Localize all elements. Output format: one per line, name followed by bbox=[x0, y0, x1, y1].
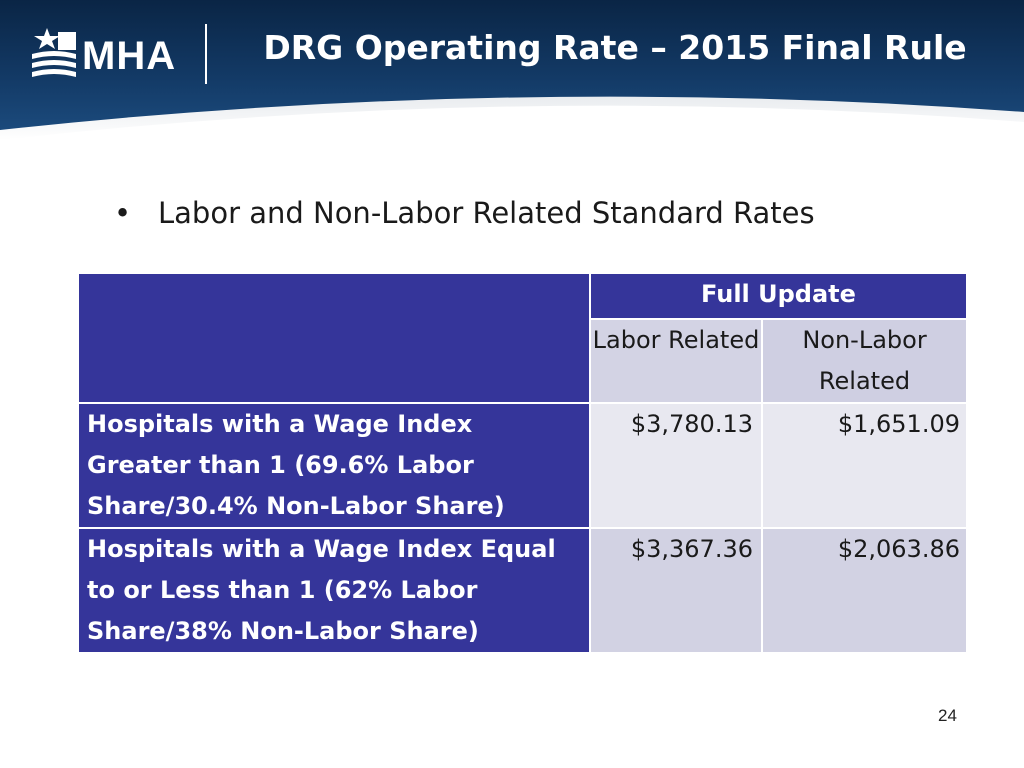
non-labor-related-header: Non-Labor Related bbox=[761, 318, 968, 404]
nonlabor-value: $2,063.86 bbox=[761, 527, 968, 654]
row-label: Hospitals with a Wage Index Greater than… bbox=[77, 402, 591, 529]
header-empty-cell bbox=[77, 272, 591, 404]
slide-header: MHA DRG Operating Rate – 2015 Final Rule bbox=[0, 0, 1024, 150]
group-header-cell: Full Update bbox=[589, 272, 968, 320]
labor-related-header: Labor Related bbox=[589, 318, 763, 404]
table-row: Hospitals with a Wage Index Equal to or … bbox=[77, 527, 968, 654]
mha-logo: MHA bbox=[30, 28, 200, 80]
table-header-row: Full Update bbox=[77, 272, 968, 404]
bullet-point: • Labor and Non-Labor Related Standard Ra… bbox=[114, 196, 815, 230]
slide-title: DRG Operating Rate – 2015 Final Rule bbox=[263, 28, 967, 67]
header-banner bbox=[0, 0, 1024, 140]
table-row: Hospitals with a Wage Index Greater than… bbox=[77, 402, 968, 529]
rates-table: Full Update Labor Related Non-Labor Rela… bbox=[77, 272, 968, 654]
labor-value: $3,367.36 bbox=[589, 527, 763, 654]
table-subheader-row: Labor Related Non-Labor Related bbox=[78, 318, 968, 404]
labor-value: $3,780.13 bbox=[589, 402, 763, 529]
nonlabor-value: $1,651.09 bbox=[761, 402, 968, 529]
page-number: 24 bbox=[938, 706, 957, 725]
star-flag-icon bbox=[32, 28, 76, 77]
bullet-icon: • bbox=[114, 196, 132, 230]
logo-text: MHA bbox=[82, 34, 177, 78]
bullet-text: Labor and Non-Labor Related Standard Rat… bbox=[158, 196, 815, 230]
row-label: Hospitals with a Wage Index Equal to or … bbox=[77, 527, 591, 654]
header-divider bbox=[205, 24, 207, 84]
